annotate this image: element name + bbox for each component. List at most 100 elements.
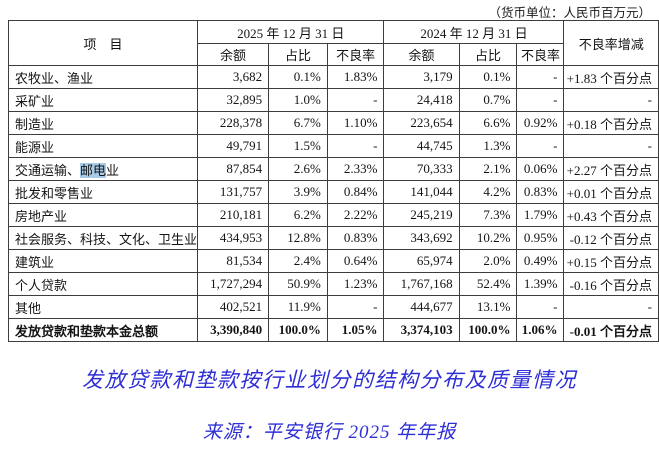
- row-label: 采矿业: [7, 88, 199, 112]
- cell-value: 0.06%: [516, 157, 565, 181]
- table-row: 社会服务、科技、文化、卫生业 434,953 12.8% 0.83% 343,692 10…: [7, 226, 659, 250]
- cell-value: 12.8%: [268, 226, 328, 250]
- cell-value: +0.43 个百分点: [563, 203, 659, 227]
- cell-value: +0.15 个百分点: [563, 249, 659, 273]
- cell-value: 1.06%: [516, 318, 565, 342]
- cell-value: 3,682: [197, 65, 270, 89]
- cell-value: -: [563, 134, 659, 158]
- cell-value: 131,757: [197, 180, 270, 204]
- cell-value: 0.1%: [268, 65, 328, 89]
- cell-value: -: [516, 134, 565, 158]
- currency-unit-note: （货币单位：人民币百万元）: [488, 6, 651, 20]
- cell-value: 6.6%: [458, 111, 518, 135]
- table-row: 其他 402,521 11.9% -444,677 13.1% - -: [7, 295, 659, 319]
- cell-value: 1.83%: [326, 65, 385, 89]
- cell-value: -: [326, 134, 385, 158]
- table-row: 个人贷款 1,727,294 50.9% 1.23% 1,767,168 52.4% 1.3…: [7, 272, 659, 296]
- row-label: 能源业: [7, 134, 199, 158]
- cell-value: -: [563, 88, 659, 112]
- table-header: 项 目 2025 年 12 月 31 日 2024 年 12 月 31 日 不良…: [7, 20, 659, 66]
- cell-value: -: [516, 88, 565, 112]
- cell-value: 0.83%: [516, 180, 565, 204]
- cell-value: 1.0%: [268, 88, 328, 112]
- cell-value: 81,534: [197, 249, 270, 273]
- cell-value: -0.16 个百分点: [563, 272, 659, 296]
- selected-text-highlight: 邮电: [80, 162, 107, 178]
- cell-value: 210,181: [197, 203, 270, 227]
- row-label: 农牧业、渔业: [7, 65, 199, 89]
- table-body: 农牧业、渔业 3,682 0.1% 1.83% 3,179 0.1% - +1.83 个百分点…: [7, 65, 659, 342]
- cell-value: 0.83%: [326, 226, 385, 250]
- cell-value: 100.0%: [268, 318, 328, 342]
- cell-value: 444,677: [383, 295, 460, 319]
- table-row: 能源业 49,791 1.5% -44,745 1.3% - -: [7, 134, 659, 158]
- table-row: 制造业 228,378 6.7% 1.10% 223,654 6.6% 0.92% +0.18…: [7, 111, 659, 135]
- figure-source: 来源：平安银行 2025 年年报: [202, 422, 457, 443]
- cell-value: 1.3%: [458, 134, 518, 158]
- cell-value: 1,727,294: [197, 272, 270, 296]
- table-row: 房地产业 210,181 6.2% 2.22% 245,219 7.3% 1.79% +0.4…: [7, 203, 659, 227]
- cell-value: 1.39%: [516, 272, 565, 296]
- cell-value: 13.1%: [458, 295, 518, 319]
- cell-value: 0.92%: [516, 111, 565, 135]
- row-label: 制造业: [7, 111, 199, 135]
- cell-value: 87,854: [197, 157, 270, 181]
- header-npl-change: 不良率增减: [563, 20, 659, 66]
- cell-value: 2.22%: [326, 203, 385, 227]
- loan-distribution-table: 项 目 2025 年 12 月 31 日 2024 年 12 月 31 日 不良…: [7, 20, 659, 342]
- header-npl-2024: 不良率: [516, 43, 565, 66]
- row-label: 社会服务、科技、文化、卫生业: [7, 226, 199, 250]
- cell-value: 223,654: [383, 111, 460, 135]
- cell-value: 32,895: [197, 88, 270, 112]
- cell-value: 7.3%: [458, 203, 518, 227]
- cell-value: 2.1%: [458, 157, 518, 181]
- cell-value: 70,333: [383, 157, 460, 181]
- cell-value: 0.49%: [516, 249, 565, 273]
- cell-value: 0.84%: [326, 180, 385, 204]
- cell-value: +0.01 个百分点: [563, 180, 659, 204]
- cell-value: +0.18 个百分点: [563, 111, 659, 135]
- cell-value: 1.5%: [268, 134, 328, 158]
- cell-value: 10.2%: [458, 226, 518, 250]
- cell-value: 228,378: [197, 111, 270, 135]
- cell-value: +1.83 个百分点: [563, 65, 659, 89]
- cell-value: 1,767,168: [383, 272, 460, 296]
- cell-value: 1.79%: [516, 203, 565, 227]
- cell-value: 49,791: [197, 134, 270, 158]
- table-row: 采矿业 32,895 1.0% -24,418 0.7% - -: [7, 88, 659, 112]
- cell-value: 3,390,840: [197, 318, 270, 342]
- cell-value: 1.05%: [326, 318, 385, 342]
- cell-value: 343,692: [383, 226, 460, 250]
- cell-value: 2.33%: [326, 157, 385, 181]
- table-row: 批发和零售业 131,757 3.9% 0.84% 141,044 4.2% 0.83% +0…: [7, 180, 659, 204]
- cell-value: 0.64%: [326, 249, 385, 273]
- cell-value: 24,418: [383, 88, 460, 112]
- row-label: 其他: [7, 295, 199, 319]
- table-row: 农牧业、渔业 3,682 0.1% 1.83% 3,179 0.1% - +1.83 个百分点: [7, 65, 659, 89]
- cell-value: 141,044: [383, 180, 460, 204]
- header-balance-2024: 余额: [383, 43, 460, 66]
- cell-value: +2.27 个百分点: [563, 157, 659, 181]
- figure-title: 发放贷款和垫款按行业划分的结构分布及质量情况: [82, 368, 577, 392]
- cell-value: -0.01 个百分点: [563, 318, 659, 342]
- cell-value: -: [516, 295, 565, 319]
- cell-value: -: [563, 295, 659, 319]
- cell-value: 2.4%: [268, 249, 328, 273]
- cell-value: 0.7%: [458, 88, 518, 112]
- header-date-2024: 2024 年 12 月 31 日: [383, 20, 565, 44]
- table-row: 发放贷款和垫款本金总额 3,390,840 100.0% 1.05% 3,374,103…: [7, 318, 659, 342]
- cell-value: -: [516, 65, 565, 89]
- cell-value: 3,179: [383, 65, 460, 89]
- header-proportion-2025: 占比: [268, 43, 328, 66]
- cell-value: -0.12 个百分点: [563, 226, 659, 250]
- cell-value: -: [326, 295, 385, 319]
- cell-value: 44,745: [383, 134, 460, 158]
- cell-value: 434,953: [197, 226, 270, 250]
- cell-value: 0.1%: [458, 65, 518, 89]
- cell-value: 6.7%: [268, 111, 328, 135]
- cell-value: 3,374,103: [383, 318, 460, 342]
- cell-value: 402,521: [197, 295, 270, 319]
- row-label: 批发和零售业: [7, 180, 199, 204]
- cell-value: 2.6%: [268, 157, 328, 181]
